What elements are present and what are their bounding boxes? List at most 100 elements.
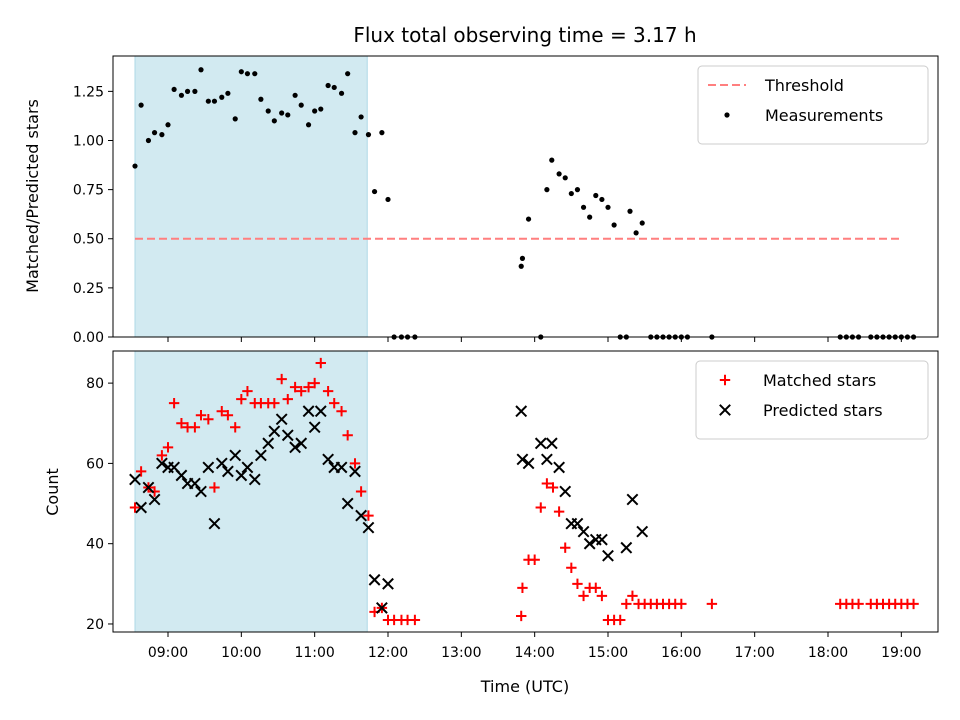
data-point [593, 192, 599, 199]
data-point [562, 175, 568, 181]
data-point [633, 230, 639, 236]
legend-label: Predicted stars [763, 401, 883, 420]
data-point [151, 130, 158, 136]
data-point [627, 590, 638, 602]
data-point [518, 263, 524, 269]
data-point [355, 509, 368, 522]
data-point [371, 188, 378, 195]
data-point [626, 493, 639, 506]
top-panel: 0.00 0.25 0.50 0.75 1.00 1.25 Threshold Measure… [73, 55, 939, 346]
data-point [517, 582, 528, 594]
data-point [545, 437, 558, 450]
data-point [534, 437, 547, 450]
data-point [236, 393, 247, 405]
data-point [135, 501, 148, 514]
data-point [385, 196, 391, 203]
data-point [296, 385, 307, 397]
data-point [142, 481, 155, 494]
data-point [148, 493, 161, 506]
data-point [315, 357, 326, 369]
data-point [165, 122, 171, 128]
data-point [285, 112, 291, 118]
data-point [365, 132, 372, 138]
data-point [230, 422, 241, 433]
data-point [358, 114, 364, 120]
legend-swatch [719, 404, 731, 416]
data-point [325, 82, 331, 89]
data-point [312, 108, 318, 114]
data-point [281, 429, 294, 442]
data-point [168, 397, 180, 409]
legend-label: Measurements [765, 106, 883, 125]
data-point [298, 102, 304, 108]
data-point [309, 377, 320, 389]
y-tick-label: 0.75 [73, 183, 104, 199]
data-point [271, 118, 277, 124]
x-tick-label: 11:00 [294, 645, 334, 661]
data-point [198, 67, 204, 73]
data-point [580, 204, 587, 210]
data-point [368, 573, 381, 586]
data-point [184, 88, 191, 94]
data-point [577, 525, 590, 538]
shaded-span [134, 55, 368, 338]
data-point [202, 461, 215, 474]
data-point [409, 614, 421, 626]
data-point [176, 418, 187, 429]
legend: Matched stars Predicted stars [695, 360, 929, 440]
data-point [587, 214, 593, 220]
data-point [322, 453, 335, 466]
x-tick-label: 12:00 [368, 645, 408, 661]
data-point [238, 69, 244, 75]
axes-frame [112, 55, 939, 338]
series-0 [129, 357, 919, 626]
x-tick-label: 19:00 [881, 645, 921, 661]
x-tick-label: 15:00 [588, 645, 628, 661]
axes-frame [112, 350, 939, 633]
legend: Threshold Measurements [697, 65, 929, 145]
data-point [195, 410, 207, 421]
data-point [145, 137, 152, 144]
data-point [382, 577, 394, 590]
data-point [556, 171, 562, 177]
data-point [611, 222, 617, 228]
data-point [553, 506, 565, 517]
data-point [221, 465, 234, 478]
data-point [302, 405, 315, 418]
data-point [282, 393, 293, 405]
data-point [276, 373, 287, 385]
data-point [853, 598, 864, 610]
data-point [155, 457, 168, 470]
data-point [244, 71, 251, 77]
y-tick-label: 0.00 [73, 330, 104, 346]
data-point [352, 130, 358, 136]
data-point [519, 255, 526, 261]
data-point [235, 469, 248, 482]
data-point [595, 533, 608, 546]
x-axis-label: Time (UTC) [480, 677, 569, 696]
data-point [156, 450, 168, 461]
legend-label: Matched stars [763, 371, 876, 390]
data-point [547, 482, 559, 493]
data-point [525, 216, 532, 222]
data-point [268, 425, 281, 438]
data-point [129, 473, 141, 486]
data-point [318, 106, 324, 112]
legend-label: Threshold [764, 76, 844, 95]
data-point [349, 465, 361, 478]
data-point [553, 461, 566, 474]
data-point [363, 510, 374, 521]
data-point [314, 405, 327, 418]
data-point [132, 163, 138, 169]
data-point [262, 437, 275, 450]
data-point [379, 130, 385, 136]
data-point [292, 92, 298, 98]
data-point [215, 457, 228, 470]
legend-box [695, 360, 929, 440]
series-1 [129, 405, 649, 614]
data-point [322, 385, 334, 397]
top-y-axis-label: Matched/Predicted stars [23, 99, 42, 293]
data-point [559, 485, 572, 498]
data-point [295, 437, 308, 450]
